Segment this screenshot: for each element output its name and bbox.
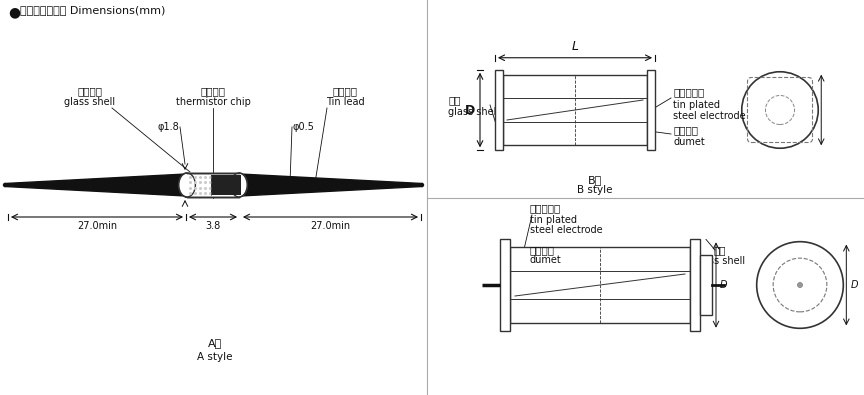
Text: dumet: dumet <box>673 137 705 147</box>
Text: 27.0min: 27.0min <box>77 221 117 231</box>
Text: glass shell: glass shell <box>65 97 116 107</box>
Text: L: L <box>571 40 579 53</box>
Bar <box>700 255 712 315</box>
Text: 铜包锊丝: 铜包锊丝 <box>673 125 698 135</box>
Text: 外形结构和尺寸 Dimensions(mm): 外形结构和尺寸 Dimensions(mm) <box>20 5 165 15</box>
Text: 玻璃外壳: 玻璃外壳 <box>78 86 103 96</box>
Text: 27.0min: 27.0min <box>310 221 351 231</box>
Text: φ1.8: φ1.8 <box>157 122 179 132</box>
Text: D: D <box>720 280 727 290</box>
Text: D: D <box>465 103 475 117</box>
Text: B style: B style <box>577 185 613 195</box>
Text: ●: ● <box>8 5 20 19</box>
Circle shape <box>742 72 818 148</box>
Text: A型: A型 <box>208 338 222 348</box>
Text: thermistor chip: thermistor chip <box>175 97 251 107</box>
Polygon shape <box>240 174 422 196</box>
Text: Tin lead: Tin lead <box>326 97 365 107</box>
Bar <box>690 239 700 331</box>
Text: glass shell: glass shell <box>695 256 746 266</box>
Bar <box>500 239 510 331</box>
Text: 热敏芯片: 热敏芯片 <box>200 86 226 96</box>
Text: B型: B型 <box>588 175 602 185</box>
Bar <box>647 70 655 150</box>
Text: A style: A style <box>197 352 232 362</box>
Text: 镇锡钔电极: 镇锡钔电极 <box>530 203 562 213</box>
Text: steel electrode: steel electrode <box>673 111 746 121</box>
Text: glass shell: glass shell <box>448 107 499 117</box>
Circle shape <box>766 96 795 124</box>
Text: tin plated: tin plated <box>673 100 720 110</box>
Text: 閇锡导线: 閇锡导线 <box>333 86 358 96</box>
Bar <box>187 173 239 197</box>
Text: φ0.5: φ0.5 <box>292 122 314 132</box>
Text: D: D <box>850 280 858 290</box>
Circle shape <box>757 242 843 328</box>
Text: 铜包锊丝: 铜包锊丝 <box>530 245 555 255</box>
Bar <box>503 75 647 145</box>
Text: 3.8: 3.8 <box>206 221 220 231</box>
Circle shape <box>773 258 827 312</box>
Ellipse shape <box>179 173 195 197</box>
Bar <box>495 70 503 150</box>
Polygon shape <box>5 174 186 196</box>
Text: steel electrode: steel electrode <box>530 225 602 235</box>
Text: 玻壳: 玻壳 <box>448 95 461 105</box>
Text: 玻壳: 玻壳 <box>714 245 727 255</box>
Ellipse shape <box>231 173 247 197</box>
Circle shape <box>797 282 803 288</box>
Ellipse shape <box>3 184 7 186</box>
Bar <box>211 175 241 195</box>
Text: dumet: dumet <box>530 255 562 265</box>
Bar <box>510 247 690 323</box>
Text: 镇锡钔电极: 镇锡钔电极 <box>673 87 704 97</box>
Ellipse shape <box>421 184 423 186</box>
Text: tin plated: tin plated <box>530 215 577 225</box>
